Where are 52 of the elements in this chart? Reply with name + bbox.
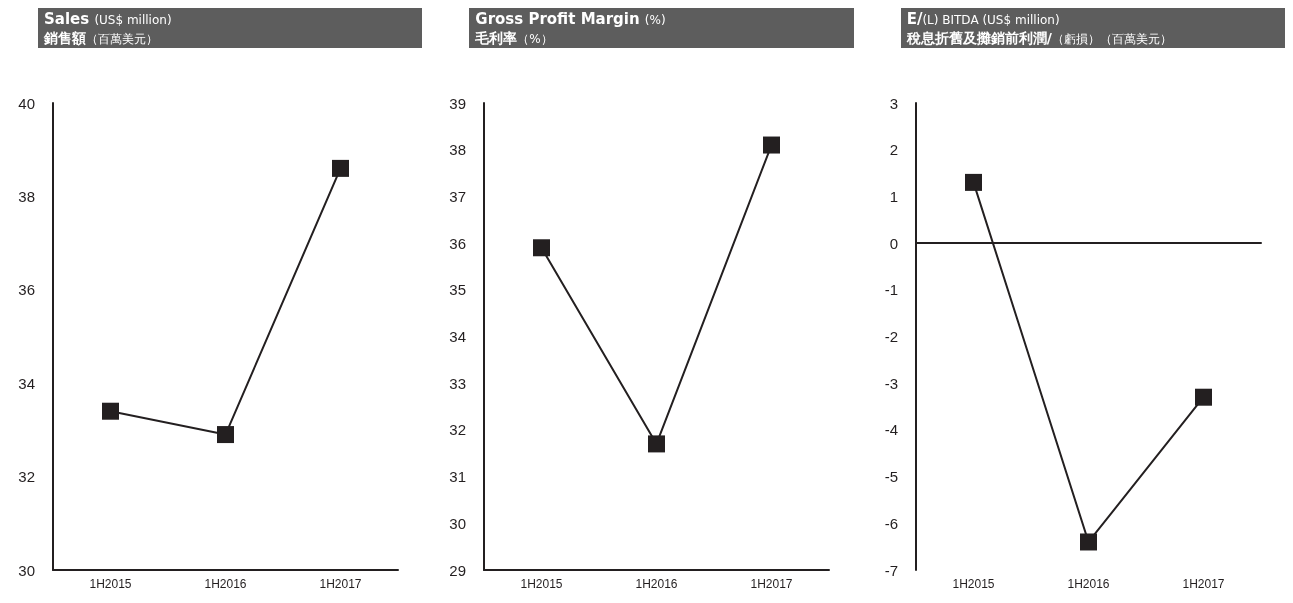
chart-subtitle: 稅息折舊及攤銷前利潤/（虧損）（百萬美元） bbox=[906, 30, 1172, 46]
y-tick-label: -1 bbox=[884, 281, 898, 299]
y-tick-label: 40 bbox=[18, 94, 35, 112]
y-tick-label: 38 bbox=[449, 141, 467, 159]
y-tick-label: 29 bbox=[449, 561, 467, 579]
y-tick-label: 38 bbox=[18, 187, 35, 205]
y-tick-label: 39 bbox=[449, 94, 467, 112]
x-tick-label: 1H2017 bbox=[319, 577, 362, 591]
y-tick-label: 31 bbox=[449, 468, 467, 486]
x-tick-label: 1H2015 bbox=[520, 577, 564, 591]
y-tick-label: -3 bbox=[884, 374, 898, 392]
point bbox=[1079, 533, 1097, 551]
x-tick-label: 1H2016 bbox=[635, 577, 679, 591]
y-tick-label: -6 bbox=[884, 514, 898, 532]
y-tick-label: -5 bbox=[884, 468, 898, 486]
y-tick-label: 36 bbox=[18, 281, 35, 299]
x-tick-label: 1H2017 bbox=[750, 577, 794, 591]
point bbox=[964, 173, 982, 191]
x-tick-label: 1H2017 bbox=[1182, 577, 1225, 591]
point bbox=[1194, 388, 1212, 406]
point bbox=[217, 426, 234, 444]
y-tick-label: 33 bbox=[449, 374, 467, 392]
point bbox=[763, 136, 781, 154]
y-tick-label: 32 bbox=[449, 421, 467, 439]
x-tick-label: 1H2016 bbox=[204, 577, 247, 591]
chart-title: Sales (US$ million) bbox=[44, 10, 172, 28]
y-tick-label: 3 bbox=[889, 94, 898, 112]
chart-subtitle: 銷售額（百萬美元） bbox=[44, 30, 158, 46]
y-tick-label: 0 bbox=[889, 234, 898, 252]
y-tick-label: -4 bbox=[884, 421, 898, 439]
y-tick-label: 2 bbox=[889, 141, 898, 159]
chart-title: Gross Profit Margin (%) bbox=[475, 10, 666, 28]
y-tick-label: 34 bbox=[18, 374, 35, 392]
x-tick-label: 1H2015 bbox=[89, 577, 132, 591]
y-tick-label: 36 bbox=[449, 234, 467, 252]
point bbox=[332, 159, 349, 177]
chart-subtitle: 毛利率（%） bbox=[475, 30, 553, 46]
y-tick-label: 35 bbox=[449, 281, 467, 299]
y-tick-label: 34 bbox=[449, 328, 467, 345]
y-tick-label: 30 bbox=[18, 561, 35, 579]
y-tick-label: -2 bbox=[884, 328, 898, 345]
point bbox=[102, 402, 119, 420]
y-tick-label: -7 bbox=[884, 561, 898, 579]
y-tick-label: 1 bbox=[889, 187, 898, 205]
chart-title: E/(L) BITDA (US$ million) bbox=[906, 10, 1060, 28]
point bbox=[533, 239, 551, 257]
y-tick-label: 32 bbox=[18, 468, 35, 486]
y-tick-label: 30 bbox=[449, 514, 467, 532]
point bbox=[648, 435, 666, 453]
x-tick-label: 1H2016 bbox=[1067, 577, 1110, 591]
y-tick-label: 37 bbox=[449, 187, 467, 205]
x-tick-label: 1H2015 bbox=[952, 577, 995, 591]
